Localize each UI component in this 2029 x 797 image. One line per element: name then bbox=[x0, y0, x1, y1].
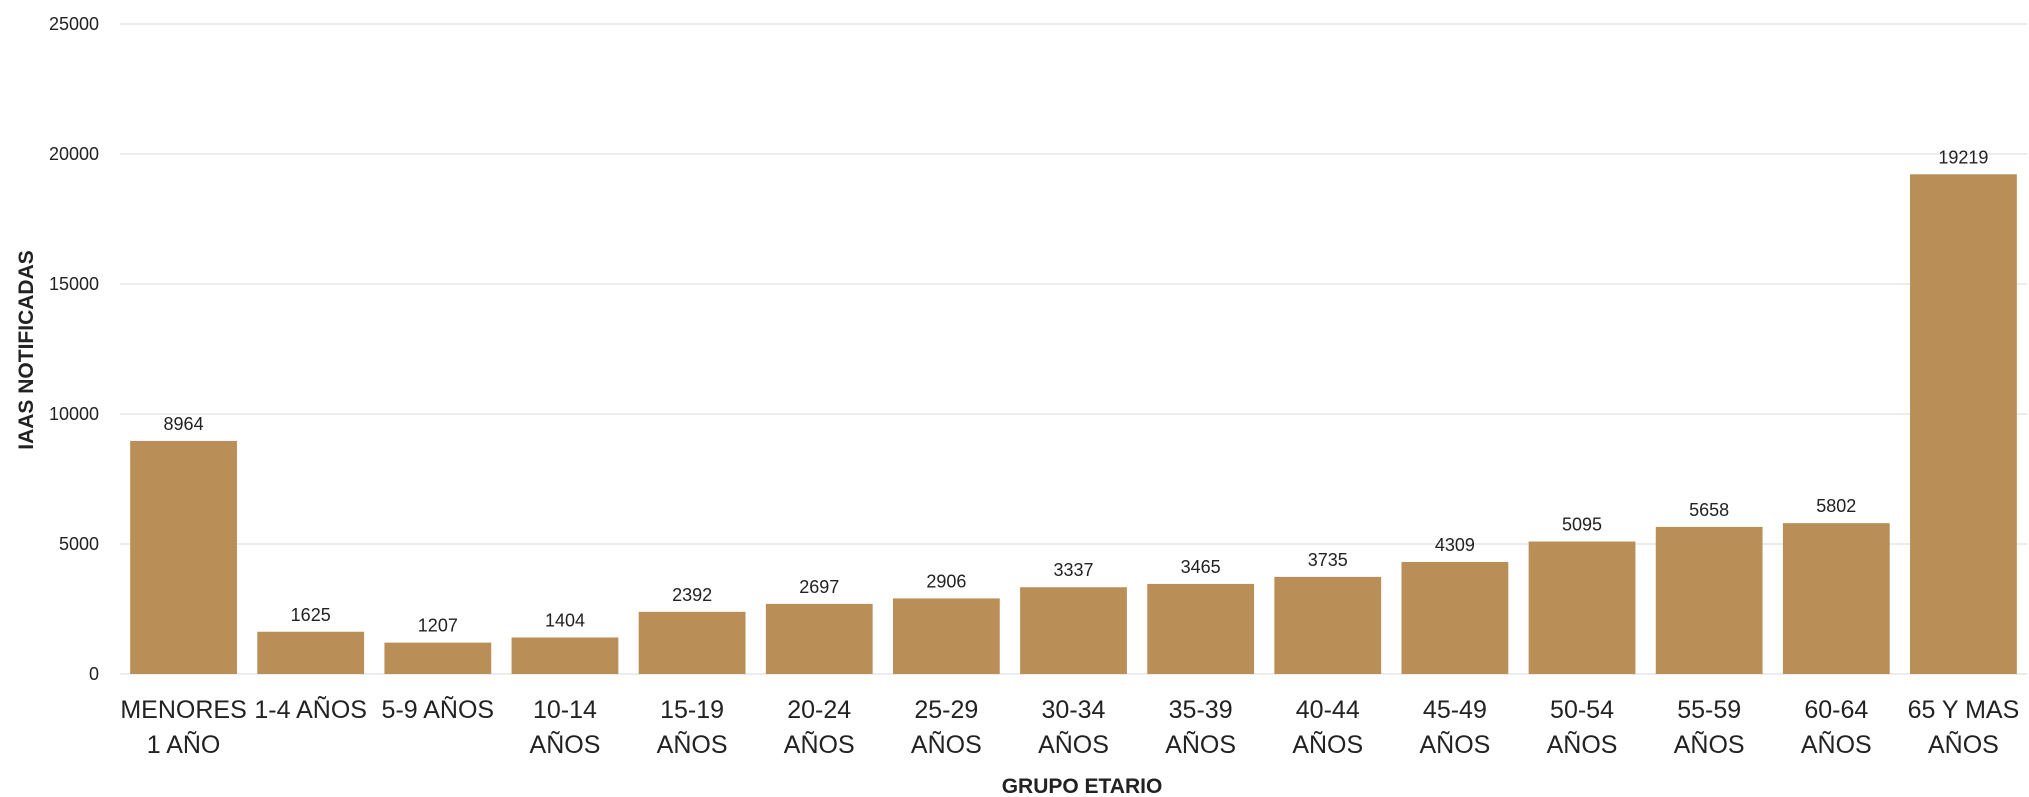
bar bbox=[1910, 174, 2017, 674]
data-label: 1404 bbox=[545, 610, 585, 630]
data-label: 5658 bbox=[1689, 500, 1729, 520]
y-tick-label: 0 bbox=[89, 664, 99, 684]
x-tick-label: 5-9 AÑOS bbox=[382, 695, 495, 724]
x-tick-label: 20-24 bbox=[787, 696, 851, 724]
data-label: 1207 bbox=[418, 616, 458, 636]
data-label: 19219 bbox=[1938, 147, 1988, 167]
bar bbox=[384, 642, 492, 674]
bar bbox=[1401, 561, 1509, 674]
x-tick-label: 30-34 bbox=[1042, 696, 1106, 724]
y-tick-label: 5000 bbox=[59, 534, 99, 554]
x-tick-label: AÑOS bbox=[530, 730, 601, 759]
data-label: 2906 bbox=[926, 571, 966, 591]
x-tick-label: MENORES bbox=[120, 696, 246, 724]
x-tick-label: 55-59 bbox=[1677, 696, 1741, 724]
y-axis-title: IAAS NOTIFICADAS bbox=[15, 250, 38, 450]
x-tick-label: 40-44 bbox=[1296, 696, 1360, 724]
bar bbox=[257, 631, 365, 674]
x-tick-label: AÑOS bbox=[1165, 730, 1236, 759]
x-tick-label: 15-19 bbox=[660, 696, 724, 724]
y-tick-label: 10000 bbox=[49, 404, 99, 424]
bar bbox=[1782, 523, 1890, 674]
data-label: 8964 bbox=[164, 414, 204, 434]
x-axis-ticks: MENORES 1 AÑO 1-4 AÑOS 5-9 AÑOS 10-14 AÑOS 15-… bbox=[120, 695, 2019, 759]
x-tick-label: 65 Y MAS bbox=[1908, 696, 2020, 724]
x-tick-label: 50-54 bbox=[1550, 696, 1614, 724]
bar bbox=[765, 603, 873, 674]
data-labels: 8964 1625 1207 1404 2392 2697 2906 3337 3465 3735… bbox=[164, 147, 1989, 635]
bar bbox=[1274, 576, 1382, 674]
bar bbox=[1020, 587, 1127, 674]
y-tick-label: 20000 bbox=[49, 144, 99, 164]
bar bbox=[1655, 526, 1763, 674]
y-axis-ticks: 0 5000 10000 15000 20000 25000 bbox=[49, 14, 99, 684]
x-tick-label: AÑOS bbox=[1801, 730, 1872, 759]
y-tick-label: 25000 bbox=[49, 14, 99, 34]
x-tick-label: 60-64 bbox=[1804, 696, 1868, 724]
data-label: 5095 bbox=[1562, 515, 1602, 535]
bar bbox=[511, 637, 619, 674]
data-label: 3735 bbox=[1308, 550, 1348, 570]
data-label: 4309 bbox=[1435, 535, 1475, 555]
bar bbox=[638, 611, 746, 674]
data-label: 3465 bbox=[1181, 557, 1221, 577]
data-label: 3337 bbox=[1053, 560, 1093, 580]
y-tick-label: 15000 bbox=[49, 274, 99, 294]
bars bbox=[130, 174, 2017, 674]
x-tick-label: AÑOS bbox=[1419, 730, 1490, 759]
data-label: 1625 bbox=[291, 605, 331, 625]
x-tick-label: AÑOS bbox=[911, 730, 982, 759]
bar bbox=[892, 598, 1000, 674]
x-tick-label: AÑOS bbox=[1547, 730, 1618, 759]
bar bbox=[130, 440, 237, 674]
data-label: 2392 bbox=[672, 585, 712, 605]
x-tick-label: AÑOS bbox=[657, 730, 728, 759]
bar bbox=[1528, 541, 1636, 674]
x-tick-label: 45-49 bbox=[1423, 696, 1487, 724]
x-tick-label: 1-4 AÑOS bbox=[254, 695, 367, 724]
x-tick-label: AÑOS bbox=[784, 730, 855, 759]
x-tick-label: AÑOS bbox=[1292, 730, 1363, 759]
x-axis-title: GRUPO ETARIO bbox=[1002, 775, 1163, 797]
x-tick-label: AÑOS bbox=[1928, 730, 1999, 759]
x-tick-label: 1 AÑO bbox=[147, 730, 221, 759]
bar bbox=[1147, 583, 1255, 674]
x-tick-label: 35-39 bbox=[1169, 696, 1233, 724]
x-tick-label: 10-14 bbox=[533, 696, 597, 724]
x-tick-label: 25-29 bbox=[914, 696, 978, 724]
data-label: 5802 bbox=[1816, 496, 1856, 516]
x-tick-label: AÑOS bbox=[1038, 730, 1109, 759]
x-tick-label: AÑOS bbox=[1674, 730, 1745, 759]
data-label: 2697 bbox=[799, 577, 839, 597]
